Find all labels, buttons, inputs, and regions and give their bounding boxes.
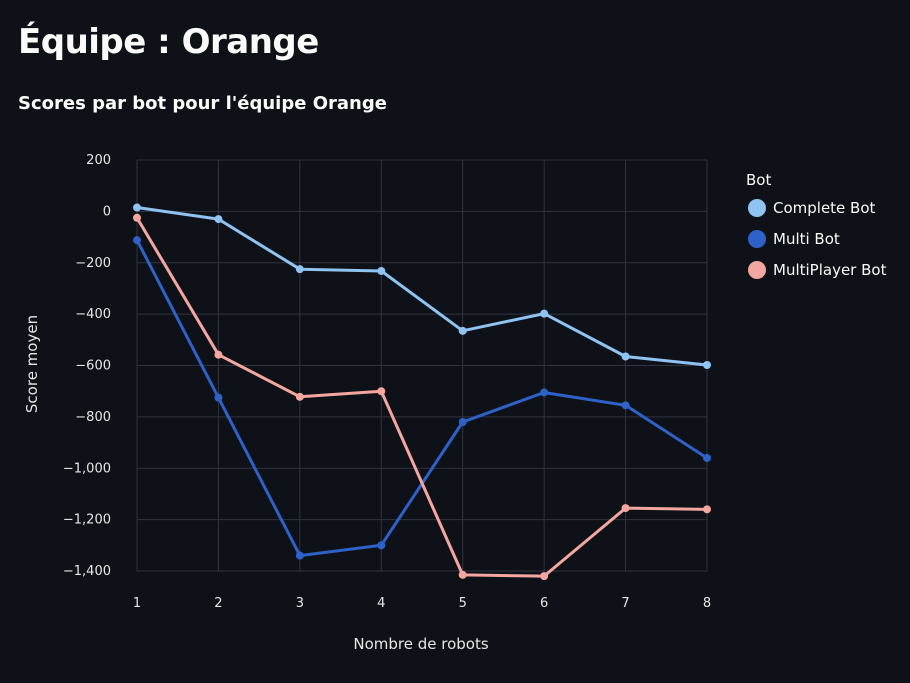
y-tick-label: −600: [75, 359, 111, 374]
data-point[interactable]: [540, 572, 549, 581]
y-tick-label: −400: [75, 307, 111, 322]
data-point[interactable]: [214, 350, 223, 359]
data-point[interactable]: [214, 215, 223, 224]
data-point[interactable]: [458, 418, 467, 427]
data-point[interactable]: [377, 387, 386, 396]
page-title: Équipe : Orange: [18, 22, 319, 62]
x-tick-label: 8: [703, 596, 711, 611]
series-line: [135, 206, 709, 367]
x-axis-ticks: 1 2 3 4 5 6 7 8: [133, 596, 711, 611]
data-point[interactable]: [703, 453, 711, 462]
y-tick-label: 0: [103, 204, 111, 219]
y-axis-label: Score moyen: [23, 315, 41, 413]
x-tick-label: 2: [214, 596, 222, 611]
x-tick-label: 3: [296, 596, 304, 611]
data-point[interactable]: [133, 203, 141, 212]
series-line: [135, 238, 709, 558]
y-tick-label: −200: [75, 256, 111, 271]
legend-item-label[interactable]: Complete Bot: [773, 199, 876, 217]
legend-swatch: [748, 230, 766, 248]
x-tick-label: 6: [540, 596, 548, 611]
x-tick-label: 5: [459, 596, 467, 611]
y-tick-label: −800: [75, 410, 111, 425]
series-multiplayer-bot: [133, 213, 711, 581]
series-line: [135, 216, 709, 578]
data-point[interactable]: [540, 309, 549, 318]
legend[interactable]: Bot Complete Bot Multi Bot MultiPlayer Bot: [746, 171, 887, 279]
data-point[interactable]: [214, 393, 223, 402]
x-tick-label: 7: [621, 596, 629, 611]
data-point[interactable]: [458, 570, 467, 579]
data-point[interactable]: [621, 401, 630, 410]
data-point[interactable]: [540, 388, 549, 397]
legend-swatch: [748, 261, 766, 279]
data-point[interactable]: [295, 265, 304, 274]
data-point[interactable]: [295, 392, 304, 401]
y-axis-ticks: 200 0 −200 −400 −600 −800 −1,000 −1,200 −1,400: [63, 153, 111, 579]
y-tick-label: −1,000: [63, 461, 111, 476]
y-tick-label: 200: [86, 153, 111, 168]
x-axis-label: Nombre de robots: [353, 635, 488, 653]
chart-title: Scores par bot pour l'équipe Orange: [18, 93, 387, 114]
data-point[interactable]: [621, 352, 630, 361]
data-point[interactable]: [703, 505, 711, 514]
y-tick-label: −1,400: [63, 564, 111, 579]
y-tick-label: −1,200: [63, 513, 111, 528]
data-point[interactable]: [133, 236, 141, 245]
data-point[interactable]: [621, 504, 630, 513]
data-point[interactable]: [377, 541, 386, 550]
x-tick-label: 1: [133, 596, 141, 611]
legend-item-label[interactable]: MultiPlayer Bot: [773, 261, 887, 279]
legend-item-label[interactable]: Multi Bot: [773, 230, 840, 248]
series-complete-bot: [133, 203, 711, 369]
data-point[interactable]: [377, 266, 386, 275]
legend-title: Bot: [746, 171, 771, 189]
legend-swatch: [748, 199, 766, 217]
data-point[interactable]: [295, 551, 304, 560]
data-point[interactable]: [458, 326, 467, 335]
x-tick-label: 4: [377, 596, 385, 611]
data-point[interactable]: [703, 360, 711, 369]
chart-series: [133, 203, 711, 581]
data-point[interactable]: [133, 213, 141, 222]
